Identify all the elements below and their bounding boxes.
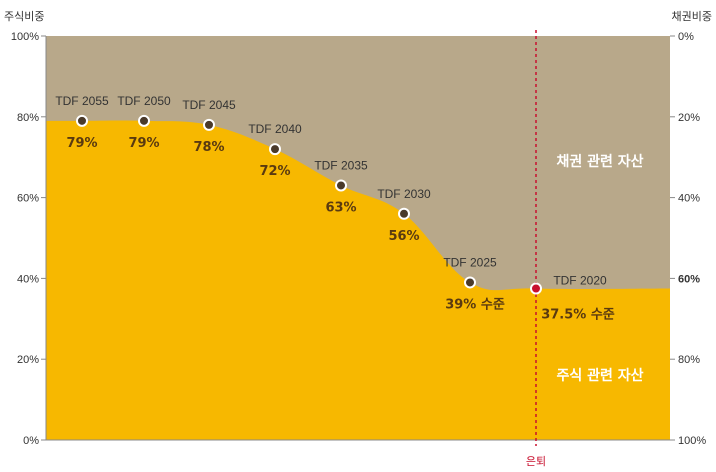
left-tick-label: 0% <box>23 435 39 447</box>
data-point-marker <box>138 114 150 127</box>
data-point-marker <box>76 114 88 127</box>
equity-ratio-label: 72% <box>259 164 290 179</box>
right-tick-label: 40% <box>678 193 700 205</box>
right-tick-label: 60% <box>678 273 700 285</box>
data-point-marker <box>530 282 542 295</box>
left-tick-label: 40% <box>17 273 39 285</box>
fund-label: TDF 2020 <box>553 274 607 288</box>
fund-label: TDF 2040 <box>248 122 302 136</box>
data-point-marker <box>269 143 281 156</box>
fund-label: TDF 2055 <box>55 94 109 108</box>
equity-region-label: 주식 관련 자산 <box>556 367 643 384</box>
bond-region-label: 채권 관련 자산 <box>556 153 643 170</box>
retirement-label: 은퇴 <box>526 455 546 468</box>
left-axis-title: 주식비중 <box>4 10 44 23</box>
equity-ratio-label: 56% <box>388 229 419 244</box>
data-point-marker <box>398 207 410 220</box>
equity-ratio-label: 39% 수준 <box>445 297 505 312</box>
fund-label: TDF 2035 <box>314 158 368 172</box>
data-point-marker <box>335 179 347 192</box>
data-point-marker <box>464 276 476 289</box>
fund-label: TDF 2025 <box>443 255 497 269</box>
equity-ratio-label: 79% <box>66 136 97 151</box>
fund-label: TDF 2050 <box>117 94 171 108</box>
equity-area <box>46 120 670 441</box>
right-tick-label: 80% <box>678 354 700 366</box>
data-point-marker <box>203 118 215 131</box>
equity-ratio-label: 63% <box>325 200 356 215</box>
left-tick-label: 20% <box>17 354 39 366</box>
equity-ratio-label: 78% <box>193 140 224 155</box>
right-axis-title: 채권비중 <box>672 10 712 23</box>
left-tick-label: 80% <box>17 112 39 124</box>
right-tick-label: 0% <box>678 31 694 43</box>
fund-label: TDF 2045 <box>182 98 236 112</box>
right-tick-label: 100% <box>678 435 706 447</box>
left-tick-label: 60% <box>17 193 39 205</box>
fund-label: TDF 2030 <box>377 187 431 201</box>
equity-ratio-label: 37.5% 수준 <box>541 308 615 323</box>
right-tick-label: 20% <box>678 112 700 124</box>
equity-ratio-label: 79% <box>128 136 159 151</box>
left-tick-label: 100% <box>11 31 39 43</box>
